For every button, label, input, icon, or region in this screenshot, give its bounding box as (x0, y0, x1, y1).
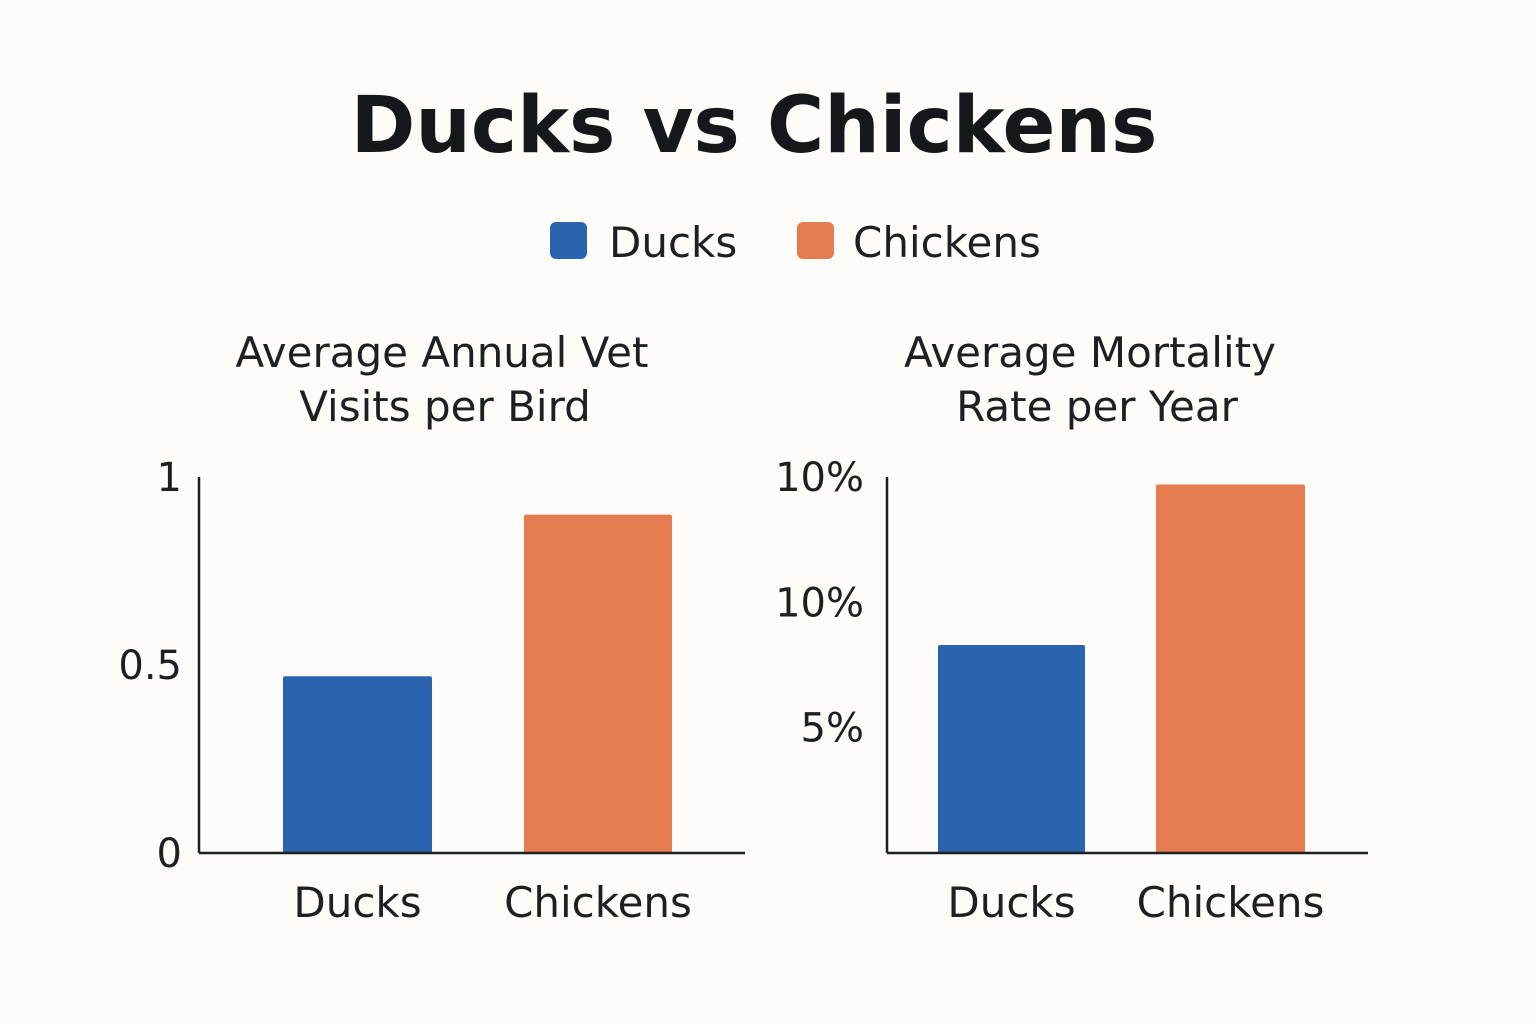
bar-chickens (524, 514, 672, 853)
vet-visits-chart: Average Annual Vet Visits per Bird Ducks… (118, 328, 745, 927)
y-tick-label: 5% (801, 706, 864, 752)
subplot-title-line-2: Visits per Bird (299, 382, 591, 431)
y-tick-label: 0 (157, 831, 182, 877)
x-tick-label: Ducks (293, 878, 421, 927)
subplot-title-line-2: Rate per Year (956, 382, 1238, 431)
y-tick-label: 10% (775, 580, 864, 626)
legend-swatch-ducks (550, 222, 587, 259)
bar-ducks (283, 676, 432, 853)
chart-title: Ducks vs Chickens (351, 81, 1158, 171)
legend-label-chickens: Chickens (853, 218, 1041, 267)
y-tick-label: 0.5 (118, 643, 182, 689)
y-tick-label: 1 (157, 455, 182, 501)
subplot-title-line-1: Average Mortality (904, 328, 1276, 377)
x-tick-label: Chickens (1137, 878, 1325, 927)
bar-chickens (1156, 484, 1305, 853)
mortality-chart: Average Mortality Rate per Year Ducks Chi… (775, 328, 1368, 927)
x-tick-label: Ducks (947, 878, 1075, 927)
bar-ducks (938, 644, 1085, 853)
legend: Ducks Chickens (550, 218, 1041, 267)
x-tick-label: Chickens (504, 878, 692, 927)
legend-label-ducks: Ducks (609, 218, 737, 267)
subplot-title-line-1: Average Annual Vet (236, 328, 649, 377)
y-tick-label: 10% (775, 455, 864, 501)
legend-swatch-chickens (797, 222, 834, 259)
